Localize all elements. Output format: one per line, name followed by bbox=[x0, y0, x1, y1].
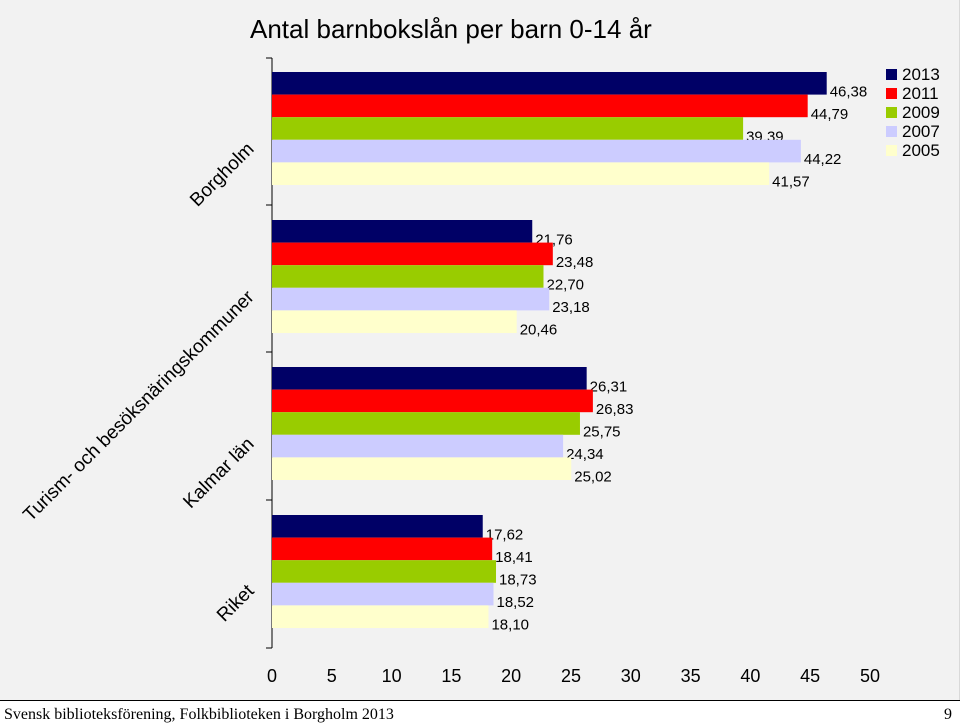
bar bbox=[272, 72, 827, 95]
bar bbox=[272, 515, 483, 538]
footer: Svensk biblioteksförening, Folkbibliotek… bbox=[0, 700, 960, 727]
category-label: Turism- och besöksnäringskommuner bbox=[19, 286, 259, 526]
x-tick-label: 50 bbox=[860, 666, 880, 686]
data-label: 23,18 bbox=[552, 299, 590, 316]
category-label: Kalmar län bbox=[179, 434, 258, 513]
data-label: 18,10 bbox=[491, 617, 529, 634]
data-label: 23,48 bbox=[556, 254, 594, 271]
x-tick-label: 5 bbox=[327, 666, 337, 686]
data-label: 18,52 bbox=[496, 594, 534, 611]
bar bbox=[272, 457, 572, 480]
x-tick-label: 40 bbox=[740, 666, 760, 686]
bar-chart: 0 5 10 15 20 25 30 35 40 45 5046,3821,7626,3117,62… bbox=[19, 57, 940, 686]
data-label: 44,79 bbox=[811, 106, 849, 123]
legend-swatch bbox=[886, 107, 897, 118]
chart-area: 0 5 10 15 20 25 30 35 40 45 50 46,38 21,76 26,31 17,62… bbox=[0, 0, 960, 700]
legend-swatch bbox=[886, 69, 897, 80]
page-number: 9 bbox=[944, 706, 952, 723]
bar bbox=[272, 220, 533, 243]
bar bbox=[272, 139, 801, 163]
data-label: 20,46 bbox=[520, 322, 558, 339]
data-label: 22,70 bbox=[546, 277, 584, 294]
legend-label: 2005 bbox=[902, 141, 940, 160]
data-label: 18,41 bbox=[495, 549, 533, 566]
data-label: 26,83 bbox=[596, 401, 634, 418]
footer-text: Svensk biblioteksförening, Folkbibliotek… bbox=[4, 706, 394, 723]
category-label: Riket bbox=[213, 580, 259, 626]
legend-swatch bbox=[886, 126, 897, 137]
x-tick-label: 20 bbox=[501, 666, 521, 686]
data-label: 46,38 bbox=[830, 83, 868, 100]
data-label: 25,02 bbox=[574, 469, 612, 486]
x-tick-label: 10 bbox=[382, 666, 402, 686]
data-label: 18,73 bbox=[499, 572, 537, 589]
legend-label: 2011 bbox=[902, 84, 939, 103]
bar bbox=[272, 412, 580, 435]
bar bbox=[272, 162, 770, 185]
x-tick-label: 30 bbox=[621, 666, 641, 686]
x-tick-label: 45 bbox=[800, 666, 820, 686]
chart-title: Antal barnbokslån per barn 0-14 år bbox=[250, 14, 652, 44]
bar bbox=[272, 582, 494, 606]
legend-swatch bbox=[886, 145, 897, 156]
bar bbox=[272, 537, 493, 561]
data-label: 41,57 bbox=[772, 174, 810, 191]
data-label: 17,62 bbox=[486, 526, 524, 543]
bar bbox=[272, 605, 489, 628]
data-label: 44,22 bbox=[804, 151, 842, 168]
category-label: Borgholm bbox=[186, 139, 258, 211]
bar bbox=[272, 367, 587, 390]
x-tick-label: 25 bbox=[561, 666, 581, 686]
data-label: 25,75 bbox=[583, 424, 621, 441]
legend-label: 2009 bbox=[902, 103, 940, 122]
legend-swatch bbox=[886, 88, 897, 99]
bar bbox=[272, 117, 744, 140]
bar bbox=[272, 94, 808, 118]
bar bbox=[272, 265, 544, 288]
data-label: 26,31 bbox=[590, 378, 628, 395]
x-tick-label: 15 bbox=[441, 666, 461, 686]
x-tick-label: 0 bbox=[267, 666, 277, 686]
bar bbox=[272, 560, 497, 583]
legend-label: 2013 bbox=[902, 65, 940, 84]
bar bbox=[272, 434, 564, 458]
bar bbox=[272, 287, 550, 311]
x-tick-label: 35 bbox=[681, 666, 701, 686]
bar bbox=[272, 310, 517, 333]
data-label: 24,34 bbox=[566, 446, 604, 463]
bar bbox=[272, 242, 553, 266]
legend-label: 2007 bbox=[902, 122, 940, 141]
bar bbox=[272, 389, 593, 413]
